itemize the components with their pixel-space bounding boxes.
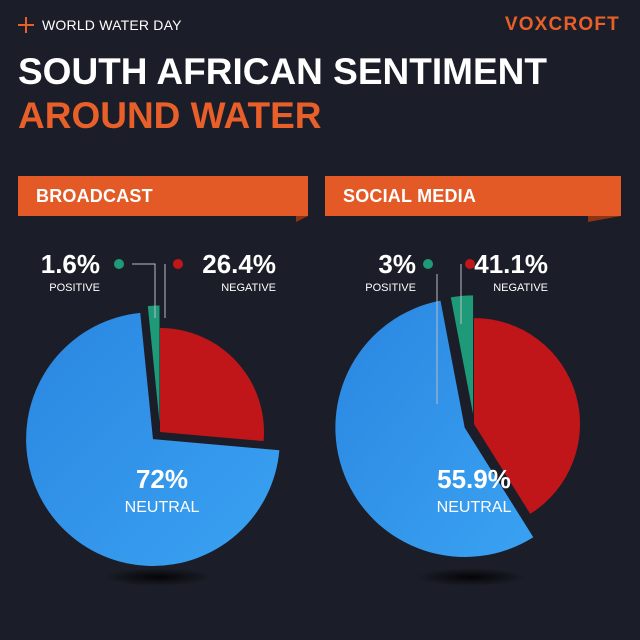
broadcast-positive-slice	[147, 305, 160, 423]
page-title-line1: SOUTH AFRICAN SENTIMENT	[18, 51, 547, 92]
social-media-negative-slice	[474, 318, 581, 514]
social-media-pie-shadow	[416, 568, 526, 586]
broadcast-negative-value: 26.4%	[202, 249, 276, 279]
social-media-positive-label: POSITIVE	[365, 282, 416, 294]
broadcast-neutral-slice	[26, 312, 280, 566]
social-media-positive-slice	[450, 295, 474, 415]
social-media-neutral-label: NEUTRAL	[437, 499, 512, 516]
broadcast-banner-label: BROADCAST	[36, 185, 153, 206]
top-bar: WORLD WATER DAY	[18, 14, 182, 36]
social-media-negative-label: NEGATIVE	[493, 282, 548, 294]
broadcast-negative-label: NEGATIVE	[221, 282, 276, 294]
broadcast-negative-slice	[160, 328, 264, 442]
social-media-pos-dot	[423, 259, 433, 269]
social-media-negative-value: 41.1%	[474, 249, 548, 279]
social-media-banner-label: SOCIAL MEDIA	[343, 185, 477, 206]
broadcast-pos-dot	[114, 259, 124, 269]
brand-logo: VOXCROFT	[504, 14, 620, 35]
page-title-line2: AROUND WATER	[18, 95, 322, 136]
social-media-banner: SOCIAL MEDIA	[325, 176, 621, 216]
broadcast-pos-leader-line	[132, 263, 156, 318]
broadcast-neg-dot	[173, 259, 183, 269]
broadcast-pie-shadow	[103, 568, 213, 586]
plus-icon	[18, 17, 34, 33]
eyebrow-label: WORLD WATER DAY	[42, 17, 182, 33]
social-media-neg-dot	[465, 259, 475, 269]
social-media-positive-value: 3%	[378, 249, 416, 279]
social-media-neutral-value: 55.9%	[437, 464, 511, 494]
broadcast-banner: BROADCAST	[18, 176, 308, 216]
social-media-banner-tail	[588, 216, 621, 222]
social-media-neutral-slice	[335, 300, 534, 557]
broadcast-banner-tail	[296, 216, 308, 222]
broadcast-positive-value: 1.6%	[41, 249, 100, 279]
broadcast-neutral-label: NEUTRAL	[125, 499, 200, 516]
broadcast-positive-label: POSITIVE	[49, 282, 100, 294]
broadcast-neutral-value: 72%	[136, 464, 188, 494]
